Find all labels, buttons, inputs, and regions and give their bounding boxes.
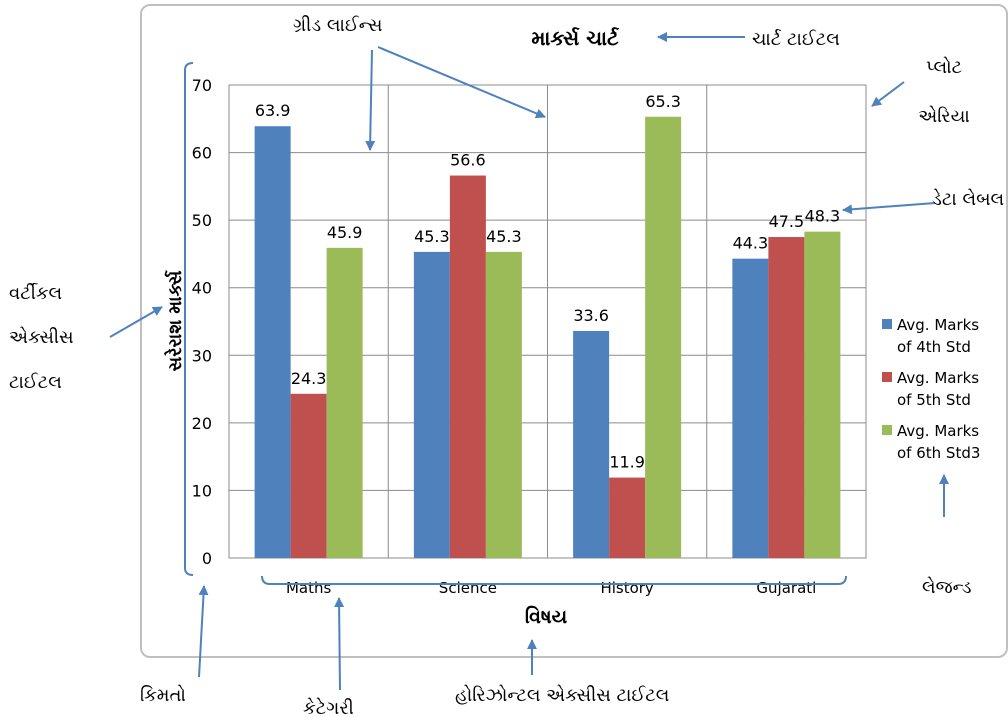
y-tick-label: 40 — [192, 279, 212, 298]
y-axis-tick-labels: 0 10 20 30 40 50 60 70 — [192, 76, 212, 568]
vertical-axis-title-annotation-line1: વર્ટીકલ — [9, 282, 62, 304]
bar — [326, 247, 363, 558]
x-tick-label: Maths — [286, 579, 332, 597]
values-annotation: કિમતો — [140, 685, 186, 706]
vertical-axis-title-annotation-line3: ટાઈટલ — [9, 372, 62, 393]
plot-area-annotation-line2: એરિયા — [918, 106, 970, 127]
data-label: 33.6 — [573, 306, 609, 325]
legend-swatch — [882, 425, 892, 435]
plot-area-annotation-line1: પ્લોટ — [926, 57, 962, 78]
legend-label: Avg. Marks — [897, 316, 979, 334]
legend-label: of 6th Std3 — [897, 444, 980, 462]
data-label: 45.3 — [486, 227, 522, 246]
data-label: 44.3 — [733, 234, 769, 253]
bar — [485, 251, 522, 558]
y-tick-label: 60 — [192, 144, 212, 163]
y-tick-label: 30 — [192, 346, 212, 365]
chart-title: માર્ક્સ ચાર્ટ — [531, 26, 619, 50]
x-tick-label: Gujarati — [756, 579, 816, 597]
bar — [645, 116, 682, 558]
bar — [290, 393, 327, 558]
chart-title-annotation: ચાર્ટ ટાઈટલ — [752, 29, 840, 50]
x-axis-title: વિષય — [525, 606, 568, 628]
bar — [804, 231, 841, 558]
legend-label: of 4th Std — [897, 338, 971, 356]
legend-annotation: લેજન્ડ — [922, 577, 972, 598]
data-label: 48.3 — [805, 207, 841, 226]
data-label: 24.3 — [291, 369, 327, 388]
data-labels: 63.9 24.3 45.9 45.3 56.6 45.3 33.6 11.9 65.3 44.3… — [255, 92, 840, 472]
bar — [449, 175, 486, 558]
data-label: 56.6 — [450, 151, 486, 170]
legend: Avg. Marks of 4th Std Avg. Marks of 5th Std… — [882, 316, 980, 462]
legend-swatch — [882, 319, 892, 329]
x-tick-label: Science — [439, 579, 497, 597]
data-label: 63.9 — [255, 101, 291, 120]
bar — [732, 258, 769, 558]
vertical-axis-title-arrow — [109, 306, 163, 338]
horizontal-axis-title-annotation: હોરિઝોન્ટલ એક્સીસ ટાઈટલ — [455, 685, 669, 706]
x-tick-label: History — [600, 579, 653, 597]
category-arrow — [334, 597, 345, 691]
gridlines-annotation: ગ્રીડ લાઈન્સ — [293, 15, 382, 36]
values-arrow — [198, 585, 209, 678]
legend-label: of 5th Std — [897, 391, 971, 409]
data-label: 45.9 — [327, 223, 363, 242]
legend-swatch — [882, 372, 892, 382]
data-label-annotation: ડેટા લેબલ — [932, 189, 1004, 210]
bar — [254, 126, 291, 559]
data-label: 45.3 — [414, 227, 450, 246]
vertical-axis-title-annotation-line2: એક્સીસ — [9, 327, 74, 348]
bar — [609, 477, 646, 558]
data-label: 47.5 — [769, 212, 805, 231]
values-bracket — [184, 62, 194, 576]
category-annotation: કેટેગરી — [303, 698, 354, 717]
gridlines-arrow-2 — [377, 46, 546, 119]
gridlines-arrow-1 — [365, 49, 376, 151]
data-label: 11.9 — [609, 453, 645, 472]
y-tick-label: 0 — [202, 549, 212, 568]
y-axis-title: સરેરાશ માર્ક્સ — [164, 270, 186, 372]
bar — [413, 251, 450, 558]
y-tick-label: 70 — [192, 76, 212, 95]
data-label: 65.3 — [645, 92, 681, 111]
plot-area-arrow — [871, 81, 905, 107]
data-label-arrow — [842, 202, 936, 215]
bars — [254, 116, 841, 559]
bar — [768, 237, 805, 559]
y-tick-label: 50 — [192, 211, 212, 230]
legend-label: Avg. Marks — [897, 422, 979, 440]
y-tick-label: 10 — [192, 481, 212, 500]
category-bracket — [261, 575, 847, 585]
y-tick-label: 20 — [192, 414, 212, 433]
legend-label: Avg. Marks — [897, 369, 979, 387]
bar — [573, 330, 610, 558]
